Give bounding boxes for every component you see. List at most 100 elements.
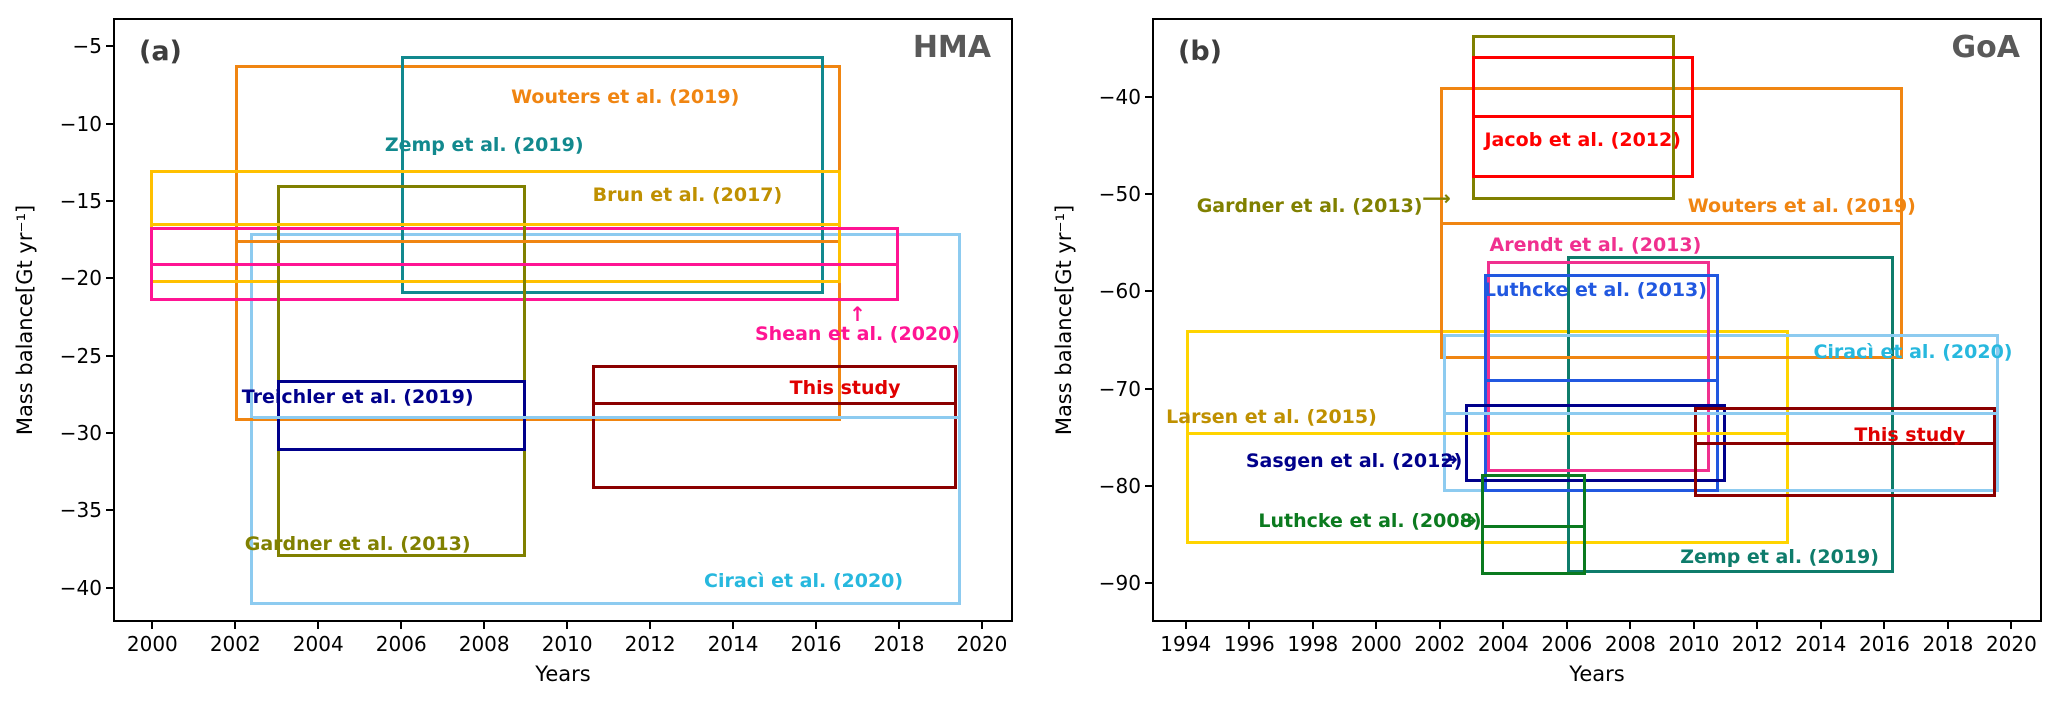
panel-letter: (a) — [139, 36, 182, 67]
x-tick-label: 2012 — [624, 632, 676, 656]
study-mean-line — [252, 415, 959, 419]
study-box — [592, 364, 958, 489]
x-tick-mark — [400, 622, 403, 629]
x-tick-mark — [1756, 622, 1759, 629]
y-tick-mark — [106, 431, 113, 434]
x-tick-label: 2018 — [873, 632, 925, 656]
y-tick-mark — [1145, 484, 1152, 487]
x-tick-mark — [1565, 622, 1568, 629]
x-tick-label: 1996 — [1223, 632, 1275, 656]
y-tick-mark — [1145, 193, 1152, 196]
x-tick-label: 2008 — [1604, 632, 1656, 656]
x-tick-mark — [980, 622, 983, 629]
annotation-arrow: ↑ — [849, 301, 866, 326]
study-label: Gardner et al. (2013) — [1196, 194, 1423, 217]
x-tick-label: 2000 — [126, 632, 178, 656]
study-label: This study — [1854, 424, 1966, 447]
y-tick-label: −40 — [1098, 84, 1141, 109]
study-label: Jacob et al. (2012) — [1484, 128, 1681, 151]
x-tick-label: 2004 — [292, 632, 344, 656]
x-tick-mark — [151, 622, 154, 629]
y-tick-label: −90 — [1098, 571, 1141, 596]
study-mean-line — [153, 262, 896, 266]
study-label: Wouters et al. (2019) — [1687, 194, 1916, 217]
study-label: Ciracì et al. (2020) — [1813, 340, 2013, 363]
study-label: Shean et al. (2020) — [754, 322, 961, 345]
study-label: Gardner et al. (2013) — [244, 533, 471, 556]
x-tick-label: 2008 — [458, 632, 510, 656]
x-tick-label: 1994 — [1160, 632, 1212, 656]
y-tick-mark — [106, 199, 113, 202]
y-tick-mark — [1145, 95, 1152, 98]
study-box — [1484, 273, 1720, 492]
y-tick-mark — [106, 122, 113, 125]
x-axis-title: Years — [535, 662, 591, 686]
x-tick-label: 2002 — [209, 632, 261, 656]
annotation-arrow: ⟶ — [1422, 185, 1451, 210]
y-axis-title: Mass balance[Gt yr⁻¹] — [13, 204, 37, 436]
study-box — [1439, 87, 1904, 360]
study-label: Sasgen et al. (2012) — [1245, 449, 1463, 472]
study-label: Luthcke et al. (2008) — [1258, 509, 1482, 532]
x-tick-label: 2014 — [707, 632, 759, 656]
x-tick-label: 2016 — [1858, 632, 1910, 656]
y-tick-label: −60 — [1098, 279, 1141, 304]
study-mean-line — [1696, 441, 1993, 445]
x-tick-label: 2006 — [375, 632, 427, 656]
x-tick-label: 1998 — [1287, 632, 1339, 656]
y-tick-label: −5 — [72, 34, 102, 59]
x-tick-label: 2010 — [1668, 632, 1720, 656]
x-tick-mark — [1375, 622, 1378, 629]
x-tick-mark — [1883, 622, 1886, 629]
plot-area: (b) GoA Mass balance[Gt yr⁻¹] Years 1994… — [1052, 18, 2042, 686]
x-tick-mark — [815, 622, 818, 629]
y-axis-title: Mass balance[Gt yr⁻¹] — [1052, 204, 1076, 436]
study-box — [1693, 407, 1996, 498]
study-label: Ciracì et al. (2020) — [704, 570, 904, 593]
study-box — [1481, 474, 1586, 576]
panel-letter: (b) — [1178, 36, 1223, 67]
x-tick-label: 2012 — [1731, 632, 1783, 656]
study-mean-line — [1442, 221, 1901, 225]
y-tick-label: −10 — [59, 111, 102, 136]
y-tick-label: −70 — [1098, 376, 1141, 401]
study-box — [1487, 261, 1710, 473]
study-label: This study — [789, 377, 901, 400]
study-label: Larsen et al. (2015) — [1166, 405, 1377, 428]
y-tick-mark — [1145, 582, 1152, 585]
study-box — [150, 170, 841, 283]
study-mean-line — [1188, 431, 1787, 435]
study-label: Brun et al. (2017) — [592, 183, 783, 206]
x-tick-mark — [1629, 622, 1632, 629]
y-tick-label: −80 — [1098, 473, 1141, 498]
x-tick-label: 2002 — [1414, 632, 1466, 656]
study-mean-line — [238, 239, 838, 243]
x-tick-label: 2000 — [1350, 632, 1402, 656]
study-mean-line — [1487, 379, 1717, 383]
y-tick-mark — [106, 277, 113, 280]
panel-hma: (a) HMA Mass balance[Gt yr⁻¹] Years 2000… — [0, 0, 1033, 711]
study-box — [1185, 330, 1790, 545]
x-tick-label: 2006 — [1541, 632, 1593, 656]
x-tick-label: 2020 — [1985, 632, 2037, 656]
study-mean-line — [1474, 114, 1691, 118]
y-tick-label: −30 — [59, 420, 102, 445]
x-tick-mark — [1946, 622, 1949, 629]
study-label: Arendt et al. (2013) — [1489, 233, 1702, 256]
x-tick-mark — [649, 622, 652, 629]
study-box — [1442, 334, 1999, 492]
x-tick-label: 2020 — [956, 632, 1008, 656]
study-label: Treichler et al. (2019) — [241, 386, 474, 409]
study-mean-line — [595, 402, 955, 405]
y-tick-mark — [106, 586, 113, 589]
y-tick-mark — [106, 45, 113, 48]
x-tick-label: 2016 — [790, 632, 842, 656]
study-box — [1465, 404, 1726, 482]
x-tick-mark — [1502, 622, 1505, 629]
y-tick-label: −20 — [59, 266, 102, 291]
study-mean-line — [1445, 412, 1996, 416]
study-box — [401, 55, 825, 294]
annotation-arrow: → — [1440, 446, 1458, 471]
study-box — [276, 185, 526, 557]
